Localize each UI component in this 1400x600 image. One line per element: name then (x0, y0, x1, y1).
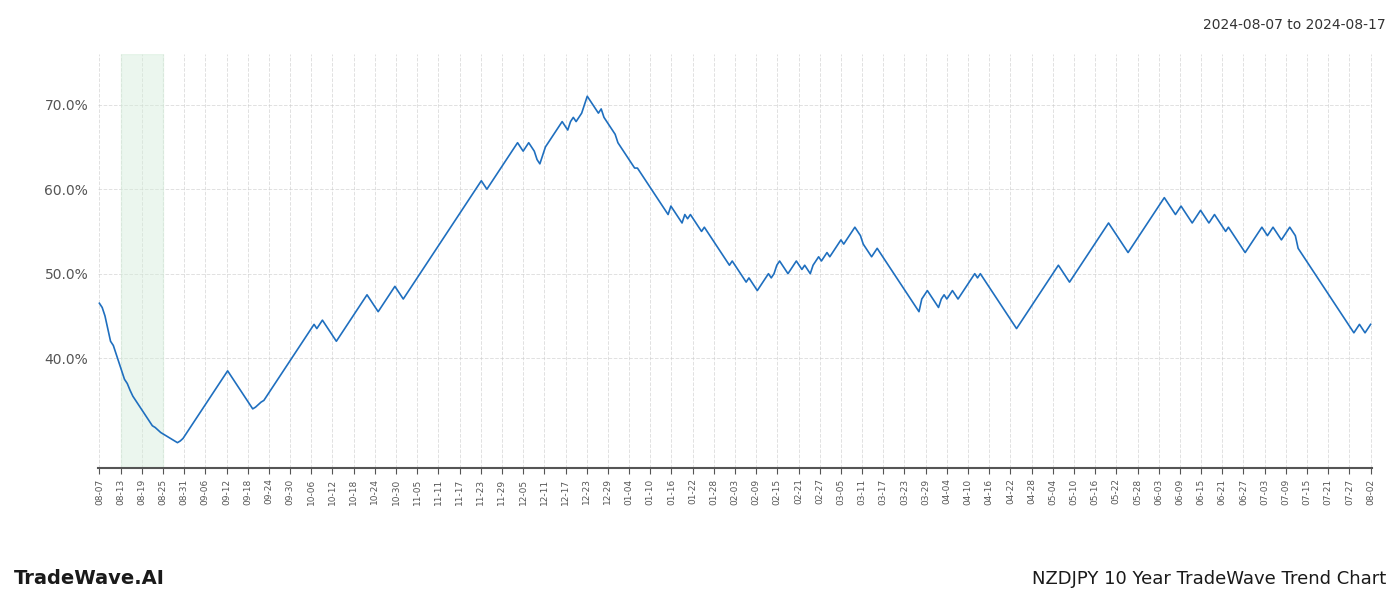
Text: 2024-08-07 to 2024-08-17: 2024-08-07 to 2024-08-17 (1204, 18, 1386, 32)
Text: NZDJPY 10 Year TradeWave Trend Chart: NZDJPY 10 Year TradeWave Trend Chart (1032, 570, 1386, 588)
Text: TradeWave.AI: TradeWave.AI (14, 569, 165, 588)
Bar (120, 54, 162, 468)
